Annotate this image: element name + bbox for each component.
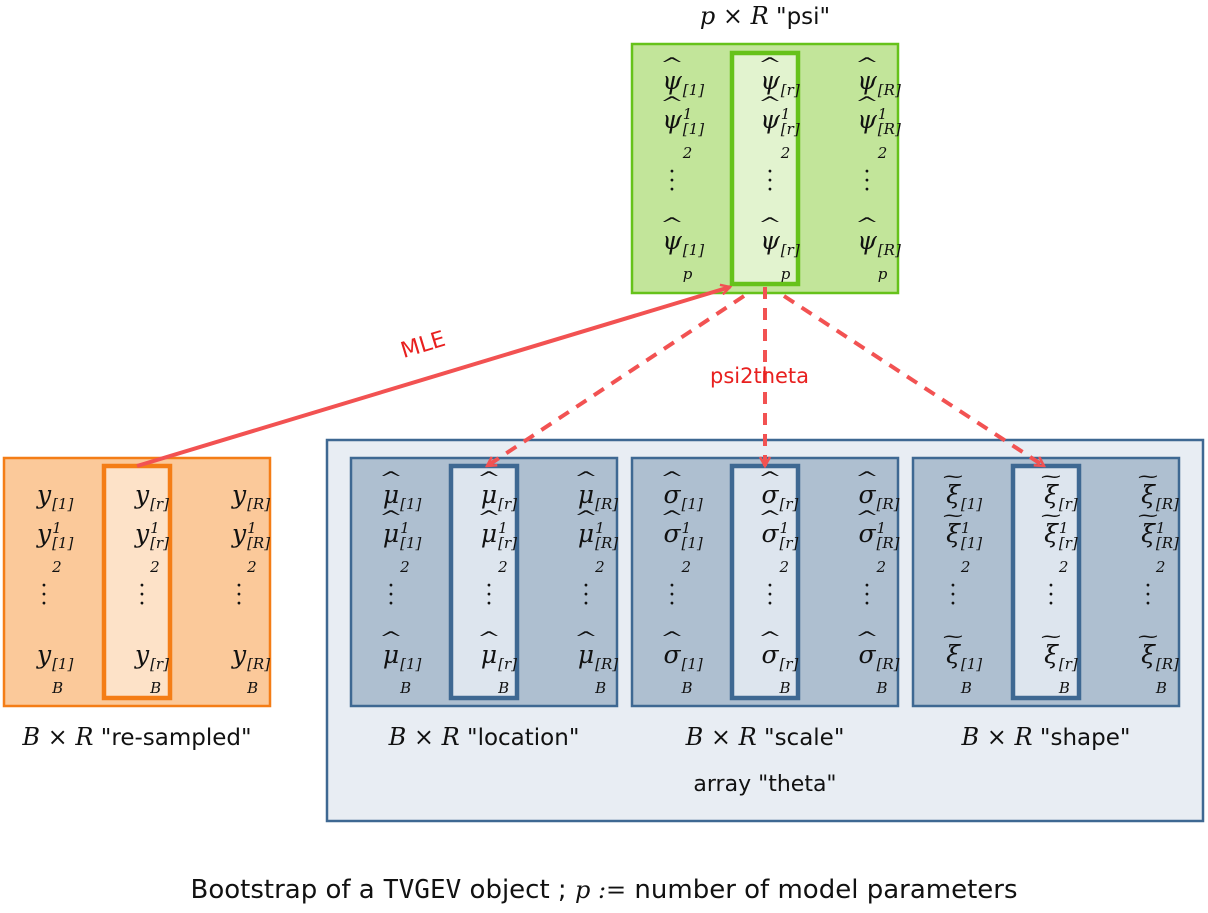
psi-entry: ψ[r]2 [735,105,823,162]
scale-vdots: · · · [766,574,774,617]
psi-caption: p × R "psi" [640,2,890,30]
location-entry: μ[R]B [551,640,639,697]
psi-entry: ψ[R]1 [832,66,920,123]
resampled-entry: y [r] B [134,640,169,697]
psi2theta-arrow-location [487,294,746,468]
footer-math: p := [574,876,627,904]
shape-caption-name: "shape" [1039,725,1131,751]
location-vdots: · · · [582,574,590,617]
resampled-entry: y [1] 2 [36,519,74,576]
location-caption-dims: B × R [388,723,460,751]
shape-entry: ξ[1]B [918,640,1006,697]
psi-caption-dims: p × R [699,2,769,30]
scale-entry: σ[R]B [832,640,920,697]
resampled-vdots: · · · [138,574,146,617]
scale-caption-dims: B × R [685,723,757,751]
shape-entry: ξ[R]B [1113,640,1201,697]
resampled-vdots: · · · [235,574,243,617]
location-caption-name: "location" [466,725,580,751]
footer-caption: Bootstrap of a TVGEV object ; p := numbe… [0,875,1208,905]
psi2theta-label: psi2theta [710,364,810,388]
psi-entry: ψ[R]p [832,226,920,283]
footer-suffix: number of model parameters [634,875,1018,905]
scale-entry: σ[r]B [735,640,823,697]
shape-entry: ξ[1]2 [918,519,1006,576]
location-entry: μ[1]1 [356,480,444,537]
location-entry: μ[1]2 [356,519,444,576]
shape-entry: ξ[R]2 [1113,519,1201,576]
resampled-entry: y [r] 1 [134,480,169,537]
shape-vdots: · · · [949,574,957,617]
psi-vdots: · · · [668,160,676,203]
shape-entry: ξ[r]2 [1016,519,1104,576]
scale-entry: σ[R]2 [832,519,920,576]
location-entry: μ[R]1 [551,480,639,537]
scale-entry: σ[r]2 [735,519,823,576]
resampled-caption-name: "re-sampled" [100,725,252,751]
scale-caption-name: "scale" [763,725,845,751]
psi-entry: ψ[1]1 [637,66,725,123]
scale-caption: B × R "scale" [632,723,898,751]
psi-entry: ψ[r]p [735,226,823,283]
psi-entry: ψ[1]2 [637,105,725,162]
footer-middle: object ; [469,875,567,905]
resampled-vdots: · · · [40,574,48,617]
scale-entry: σ[r]1 [735,480,823,537]
location-entry: μ[r]1 [454,480,542,537]
psi2theta-arrow-shape [782,294,1044,468]
resampled-entry: y [1] B [36,640,74,697]
psi-entry: ψ[1]p [637,226,725,283]
resampled-entry: y [r] 2 [134,519,169,576]
scale-vdots: · · · [863,574,871,617]
footer-code: TVGEV [382,875,462,905]
scale-entry: σ[1]2 [637,519,725,576]
location-vdots: · · · [485,574,493,617]
resampled-entry: y [R] B [231,640,271,697]
resampled-caption-dims: B × R [22,723,94,751]
psi-caption-name: "psi" [775,4,831,30]
shape-vdots: · · · [1144,574,1152,617]
shape-caption-dims: B × R [961,723,1033,751]
theta-caption: array "theta" [693,772,837,797]
scale-entry: σ[1]1 [637,480,725,537]
resampled-entry: y [R] 1 [231,480,271,537]
psi-entry: ψ[R]2 [832,105,920,162]
footer-prefix: Bootstrap of a [190,875,375,905]
resampled-entry: y [R] 2 [231,519,271,576]
location-entry: μ[r]B [454,640,542,697]
location-entry: μ[1]B [356,640,444,697]
shape-caption: B × R "shape" [913,723,1179,751]
mle-arrow [136,287,730,468]
scale-vdots: · · · [668,574,676,617]
location-entry: μ[r]2 [454,519,542,576]
shape-vdots: · · · [1047,574,1055,617]
psi-vdots: · · · [766,160,774,203]
psi-entry: ψ[r]1 [735,66,823,123]
shape-entry: ξ[r]B [1016,640,1104,697]
scale-entry: σ[R]1 [832,480,920,537]
resampled-caption: B × R "re-sampled" [0,723,274,751]
psi-vdots: · · · [863,160,871,203]
scale-entry: σ[1]B [637,640,725,697]
location-caption: B × R "location" [351,723,617,751]
location-entry: μ[R]2 [551,519,639,576]
resampled-entry: y [1] 1 [36,480,74,537]
location-vdots: · · · [387,574,395,617]
